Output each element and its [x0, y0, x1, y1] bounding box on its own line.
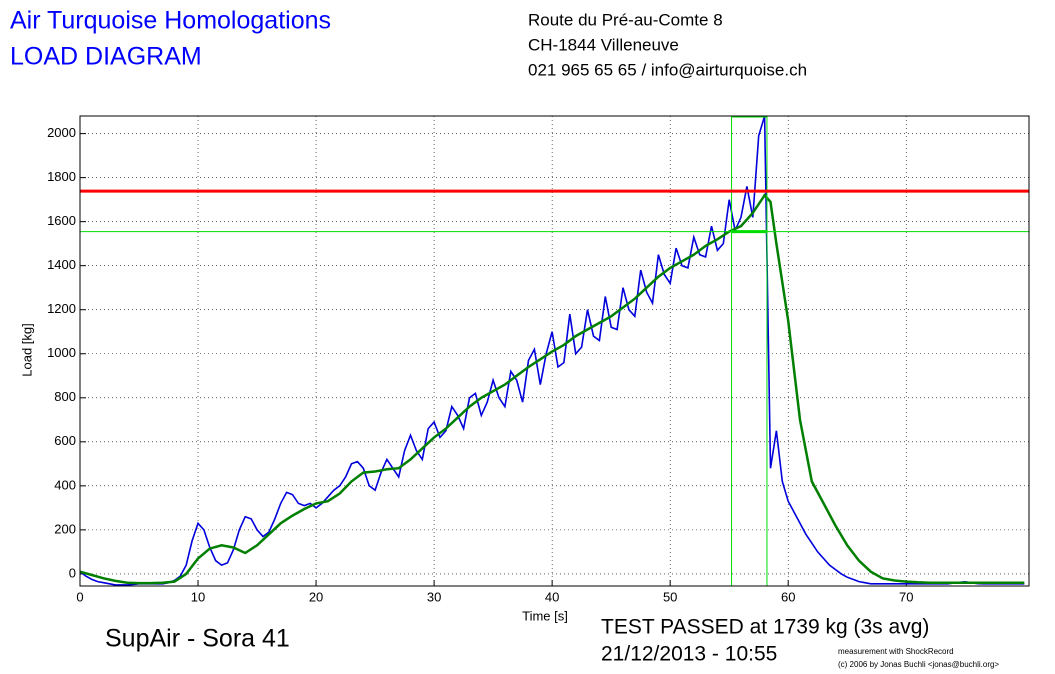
glider-name: SupAir - Sora 41: [105, 625, 290, 653]
y-tick-label: 1400: [47, 257, 76, 272]
credit: measurement with ShockRecord: [838, 647, 954, 656]
address-line: Route du Pré-au-Comte 8: [528, 10, 723, 29]
address-line: 021 965 65 65 / info@airturquoise.ch: [528, 60, 807, 79]
y-tick-label: 1000: [47, 345, 76, 360]
data-line: [79, 115, 1025, 586]
x-axis-label: Time [s]: [522, 608, 568, 623]
plot-frame: [79, 115, 1030, 587]
date: 21/12/2013 - 10:55: [601, 643, 777, 666]
x-tick-label: 20: [309, 589, 323, 604]
x-tick-label: 30: [427, 589, 441, 604]
x-tick-label: 60: [781, 589, 795, 604]
title: Air Turquoise Homologations: [10, 7, 331, 35]
x-tick-label: 70: [899, 589, 913, 604]
y-tick-label: 600: [54, 433, 76, 448]
x-tick-label: 40: [545, 589, 559, 604]
y-axis-label: Load [kg]: [19, 323, 34, 377]
result: TEST PASSED at 1739 kg (3s avg): [601, 616, 929, 639]
address-line: CH-1844 Villeneuve: [528, 35, 679, 54]
x-tick-label: 0: [76, 589, 83, 604]
credit: (c) 2006 by Jonas Buchli <jonas@buchli.o…: [838, 660, 999, 669]
y-tick-label: 200: [54, 521, 76, 536]
y-tick-label: 1600: [47, 213, 76, 228]
y-tick-label: 1200: [47, 301, 76, 316]
x-tick-label: 10: [191, 589, 205, 604]
y-tick-label: 1800: [47, 169, 76, 184]
data-line: [79, 193, 1025, 585]
y-tick-label: 800: [54, 389, 76, 404]
y-tick-label: 2000: [47, 125, 76, 140]
y-tick-label: 0: [69, 565, 76, 580]
y-tick-label: 400: [54, 477, 76, 492]
x-tick-label: 50: [663, 589, 677, 604]
subtitle: LOAD DIAGRAM: [10, 43, 202, 71]
